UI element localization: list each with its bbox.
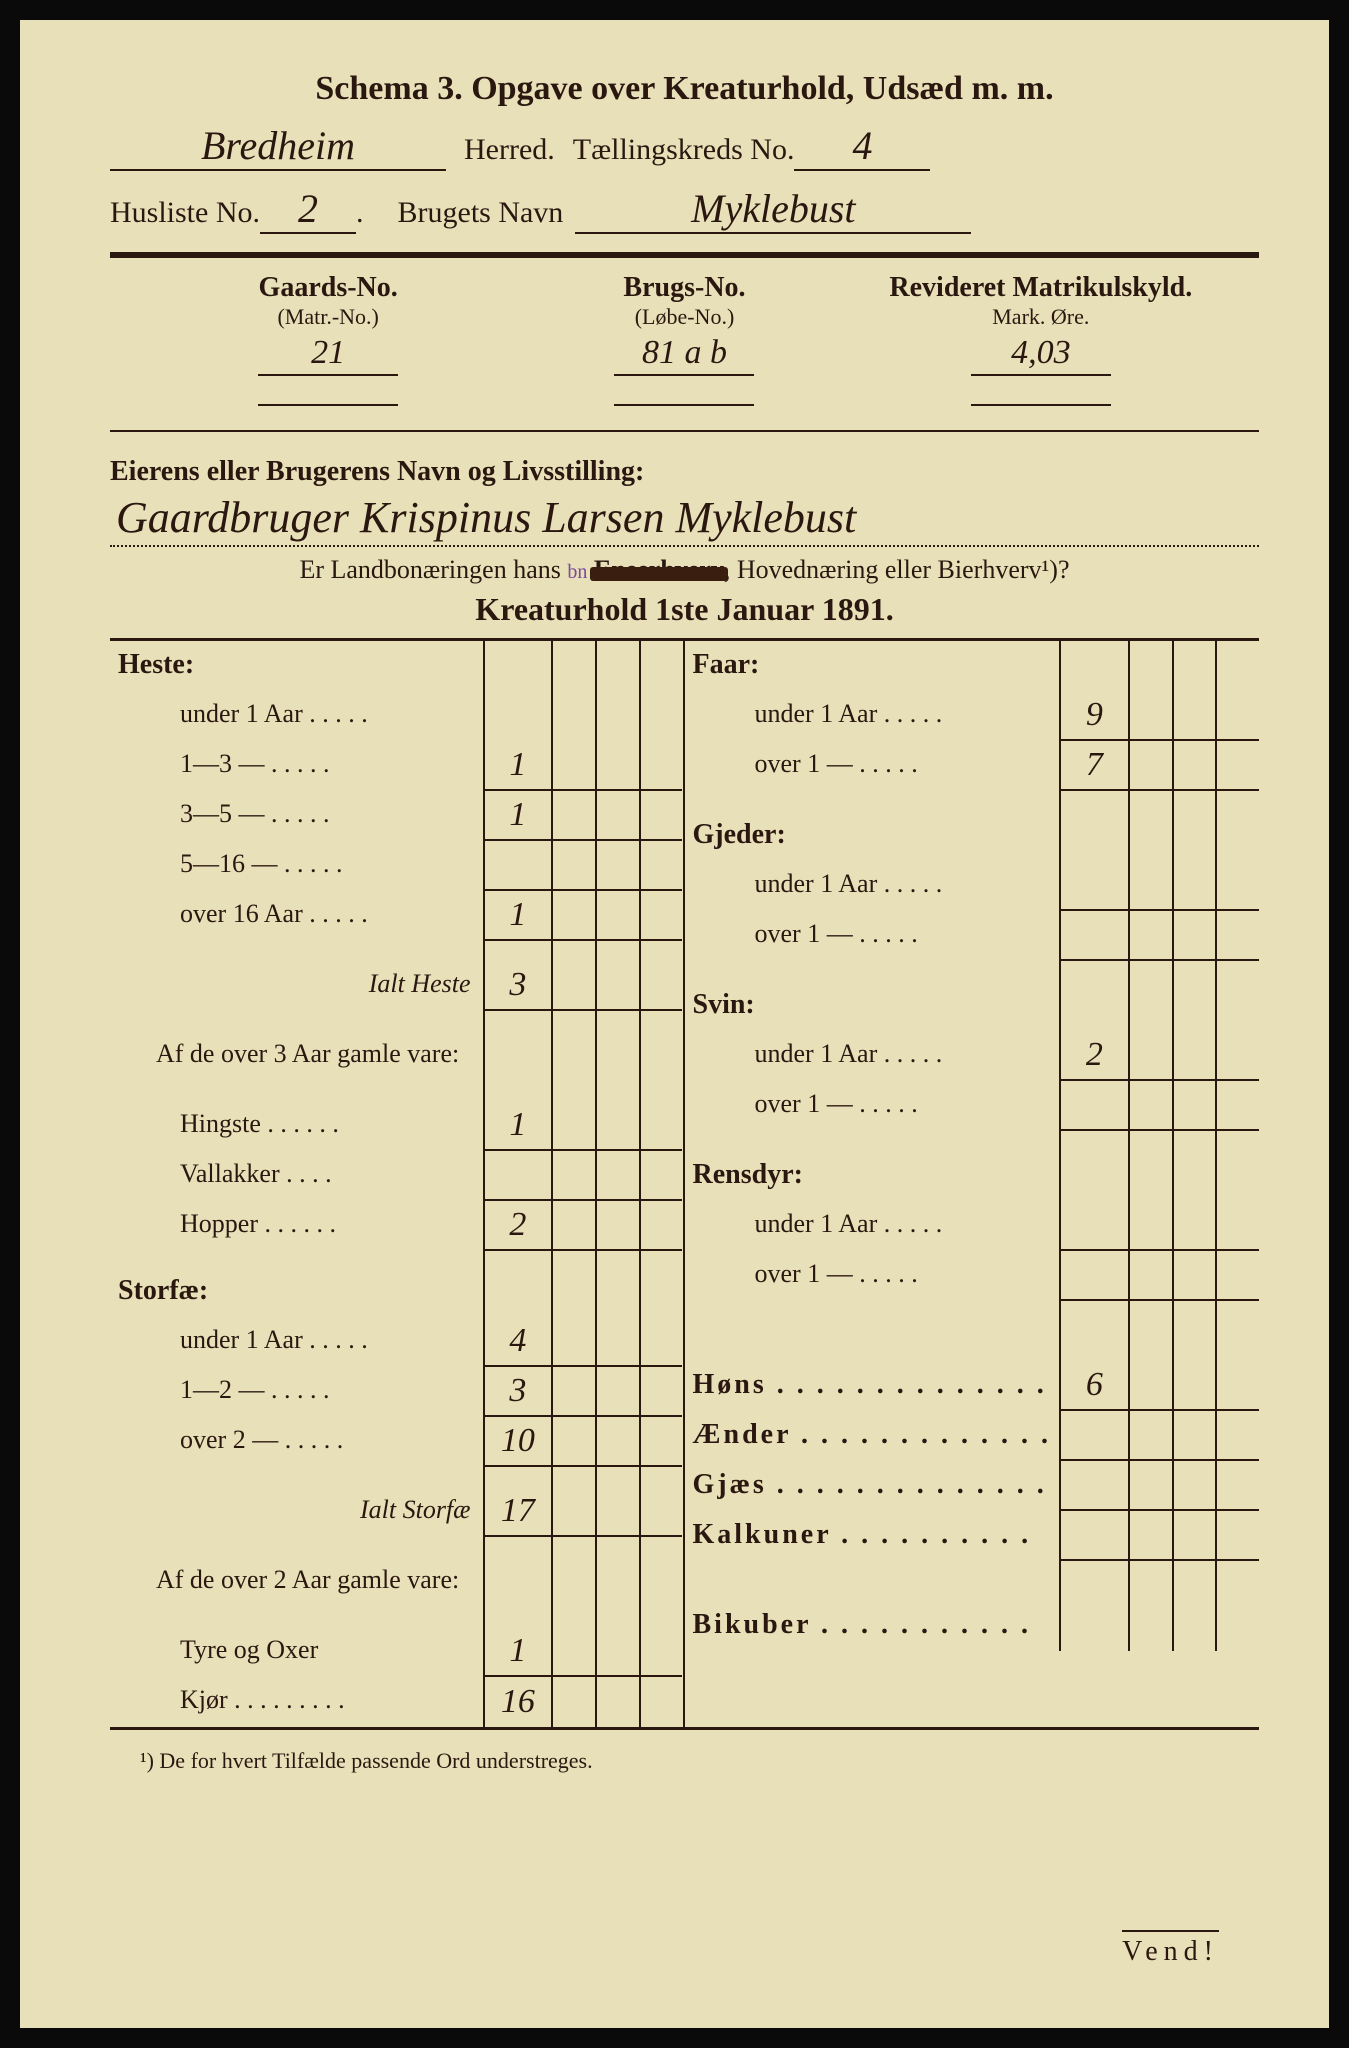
skyld-head: Revideret Matrikulskyld. — [863, 272, 1219, 304]
heste-5-16: 5—16 — . . . . . — [110, 841, 483, 891]
gjaes: Gjæs . . . . . . . . . . . . . . — [685, 1461, 1060, 1511]
tkreds-label: Tællingskreds No. — [573, 133, 795, 167]
gaards-sub: (Matr.-No.) — [150, 304, 506, 330]
storfae-1-2-v: 3 — [503, 1372, 532, 1410]
brugnavn-value: Myklebust — [685, 186, 861, 231]
heste-total: Ialt Heste — [110, 961, 483, 1011]
skyld-col: Revideret Matrikulskyld. Mark. Øre. 4,03 — [863, 272, 1219, 410]
svin-u1-v: 2 — [1080, 1036, 1109, 1074]
rensdyr-u1: under 1 Aar . . . . . — [685, 1201, 1060, 1251]
owner-value: Gaardbruger Krispinus Larsen Myklebust — [110, 493, 862, 542]
gjeder-o1: over 1 — . . . . . — [685, 911, 1060, 961]
heste-u1: under 1 Aar . . . . . — [110, 691, 483, 741]
form-header: Schema 3. Opgave over Kreaturhold, Udsæd… — [110, 70, 1259, 108]
livestock-table: Heste: under 1 Aar . . . . . 1—3 — . . .… — [110, 638, 1259, 1730]
hons-v: 6 — [1080, 1366, 1109, 1404]
heste-o16-v: 1 — [503, 896, 532, 934]
question-rest: , Hovednæring eller Bierhverv¹)? — [724, 555, 1070, 584]
faar-o1-v: 7 — [1080, 746, 1109, 784]
svin-o1: over 1 — . . . . . — [685, 1081, 1060, 1131]
heste-1-3: 1—3 — . . . . . — [110, 741, 483, 791]
storfae-total: Ialt Storfæ — [110, 1487, 483, 1537]
husliste-line: Husliste No. 2 . Brugets Navn Myklebust — [110, 185, 1259, 234]
faar-head: Faar: — [685, 641, 1060, 691]
heste-1-3-v: 1 — [503, 746, 532, 784]
hingste-v: 1 — [503, 1106, 532, 1144]
heste-head: Heste: — [110, 641, 483, 691]
rule-2 — [110, 430, 1259, 432]
heste-3-5: 3—5 — . . . . . — [110, 791, 483, 841]
annotation: bn — [567, 561, 587, 583]
owner-value-line: Gaardbruger Krispinus Larsen Myklebust — [110, 492, 1259, 547]
rule-1 — [110, 252, 1259, 258]
storfae-sub-head: Af de over 2 Aar gamle vare: — [110, 1557, 483, 1627]
property-ids: Gaards-No. (Matr.-No.) 21 Brugs-No. (Løb… — [110, 272, 1259, 410]
herred-value: Bredheim — [195, 123, 361, 168]
gjeder-head: Gjeder: — [685, 811, 1060, 861]
section-title: Kreaturhold 1ste Januar 1891. — [110, 591, 1259, 628]
storfae-head: Storfæ: — [110, 1267, 483, 1317]
kjor-v: 16 — [495, 1683, 541, 1721]
storfae-o2-v: 10 — [495, 1422, 541, 1460]
bikuber: Bikuber . . . . . . . . . . . — [685, 1601, 1060, 1651]
brugnavn-label: Brugets Navn — [398, 196, 564, 230]
faar-o1: over 1 — . . . . . — [685, 741, 1060, 791]
heste-3-5-v: 1 — [503, 796, 532, 834]
brugs-col: Brugs-No. (Løbe-No.) 81 a b — [506, 272, 862, 410]
tyre-v: 1 — [503, 1632, 532, 1670]
footnote: ¹) De for hvert Tilfælde passende Ord un… — [110, 1748, 1259, 1774]
kalkuner: Kalkuner . . . . . . . . . . — [685, 1511, 1060, 1561]
faar-u1-v: 9 — [1080, 696, 1109, 734]
question-struck: Eneerhverv — [594, 555, 724, 584]
herred-line: Bredheim Herred. Tællingskreds No. 4 — [110, 122, 1259, 171]
hopper: Hopper . . . . . . — [110, 1201, 483, 1251]
storfae-u1: under 1 Aar . . . . . — [110, 1317, 483, 1367]
vallakker: Vallakker . . . . — [110, 1151, 483, 1201]
herred-label: Herred. — [464, 133, 555, 167]
skyld-value: 4,03 — [1005, 334, 1077, 371]
census-form-page: Schema 3. Opgave over Kreaturhold, Udsæd… — [0, 0, 1349, 2048]
gaards-col: Gaards-No. (Matr.-No.) 21 — [150, 272, 506, 410]
tkreds-value: 4 — [846, 123, 878, 168]
livestock-left: Heste: under 1 Aar . . . . . 1—3 — . . .… — [110, 641, 685, 1727]
gaards-value: 21 — [305, 334, 351, 371]
occupation-question: Er Landbonæringen hans bn Eneerhverv, Ho… — [110, 555, 1259, 585]
kjor: Kjør . . . . . . . . . — [110, 1677, 483, 1727]
heste-total-v: 3 — [503, 966, 532, 1004]
form-title: Schema 3. Opgave over Kreaturhold, Udsæd… — [110, 70, 1259, 108]
rensdyr-head: Rensdyr: — [685, 1151, 1060, 1201]
gjeder-u1: under 1 Aar . . . . . — [685, 861, 1060, 911]
skyld-sub: Mark. Øre. — [863, 304, 1219, 330]
livestock-right: Faar: under 1 Aar . . . . . 9 over 1 — . … — [685, 641, 1260, 1727]
question-prefix: Er Landbonæringen hans — [299, 555, 560, 584]
brugs-head: Brugs-No. — [506, 272, 862, 304]
svin-u1: under 1 Aar . . . . . — [685, 1031, 1060, 1081]
brugs-value: 81 a b — [636, 334, 733, 371]
brugs-sub: (Løbe-No.) — [506, 304, 862, 330]
tyre: Tyre og Oxer — [110, 1627, 483, 1677]
storfae-total-v: 17 — [495, 1492, 541, 1530]
heste-sub-head: Af de over 3 Aar gamle vare: — [110, 1031, 483, 1101]
aender: Ænder . . . . . . . . . . . . . — [685, 1411, 1060, 1461]
owner-label: Eierens eller Brugerens Navn og Livsstil… — [110, 456, 1259, 488]
hingste: Hingste . . . . . . — [110, 1101, 483, 1151]
storfae-o2: over 2 — . . . . . — [110, 1417, 483, 1467]
gaards-head: Gaards-No. — [150, 272, 506, 304]
svin-head: Svin: — [685, 981, 1060, 1031]
hopper-v: 2 — [503, 1206, 532, 1244]
vend-label: Vend! — [1122, 1930, 1219, 1968]
rensdyr-o1: over 1 — . . . . . — [685, 1251, 1060, 1301]
storfae-1-2: 1—2 — . . . . . — [110, 1367, 483, 1417]
husliste-value: 2 — [292, 186, 324, 231]
storfae-u1-v: 4 — [503, 1322, 532, 1360]
hons: Høns . . . . . . . . . . . . . . — [685, 1361, 1060, 1411]
faar-u1: under 1 Aar . . . . . — [685, 691, 1060, 741]
heste-o16: over 16 Aar . . . . . — [110, 891, 483, 941]
husliste-label: Husliste No. — [110, 196, 260, 230]
